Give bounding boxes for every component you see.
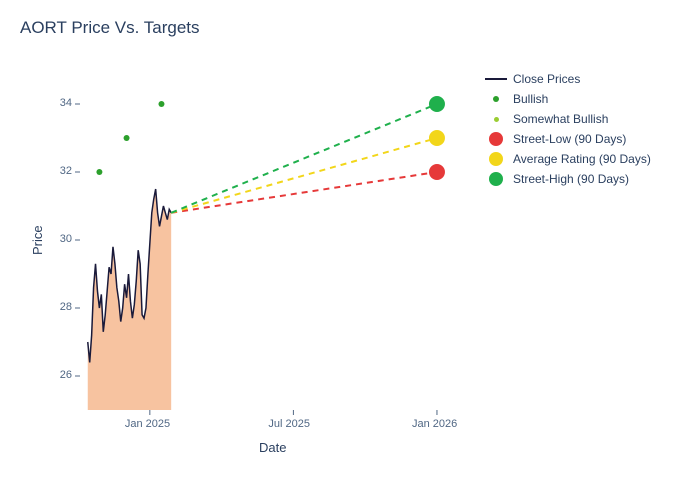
plot-area xyxy=(80,70,468,410)
chart-container: AORT Price Vs. Targets Price Date Close … xyxy=(0,0,700,500)
legend-label: Close Prices xyxy=(513,72,580,86)
legend-item[interactable]: Average Rating (90 Days) xyxy=(485,150,651,168)
y-tick-label: 28 xyxy=(60,301,72,313)
legend-label: Somewhat Bullish xyxy=(513,112,608,126)
legend-swatch-line xyxy=(485,78,507,80)
legend-swatch-dot xyxy=(485,152,507,166)
y-axis-label: Price xyxy=(30,225,45,255)
y-tick-label: 32 xyxy=(60,165,72,177)
chart-title: AORT Price Vs. Targets xyxy=(20,18,200,38)
legend-item[interactable]: Street-High (90 Days) xyxy=(485,170,651,188)
x-axis-label: Date xyxy=(259,440,286,455)
legend: Close Prices Bullish Somewhat Bullish Stree… xyxy=(485,70,651,190)
y-tick-label: 26 xyxy=(60,369,72,381)
legend-swatch-dot xyxy=(485,172,507,186)
y-tick-label: 34 xyxy=(60,97,72,109)
legend-swatch-dot xyxy=(485,132,507,146)
legend-label: Street-Low (90 Days) xyxy=(513,132,626,146)
legend-label: Street-High (90 Days) xyxy=(513,172,629,186)
x-tick-label: Jul 2025 xyxy=(268,418,310,430)
legend-swatch-dot xyxy=(485,96,507,102)
y-tick-label: 30 xyxy=(60,233,72,245)
legend-label: Bullish xyxy=(513,92,548,106)
plot-svg xyxy=(80,70,468,410)
legend-item[interactable]: Somewhat Bullish xyxy=(485,110,651,128)
legend-label: Average Rating (90 Days) xyxy=(513,152,651,166)
legend-swatch-dot xyxy=(485,117,507,122)
legend-item[interactable]: Close Prices xyxy=(485,70,651,88)
x-tick-label: Jan 2026 xyxy=(412,418,457,430)
legend-item[interactable]: Bullish xyxy=(485,90,651,108)
x-tick-label: Jan 2025 xyxy=(125,418,170,430)
legend-item[interactable]: Street-Low (90 Days) xyxy=(485,130,651,148)
